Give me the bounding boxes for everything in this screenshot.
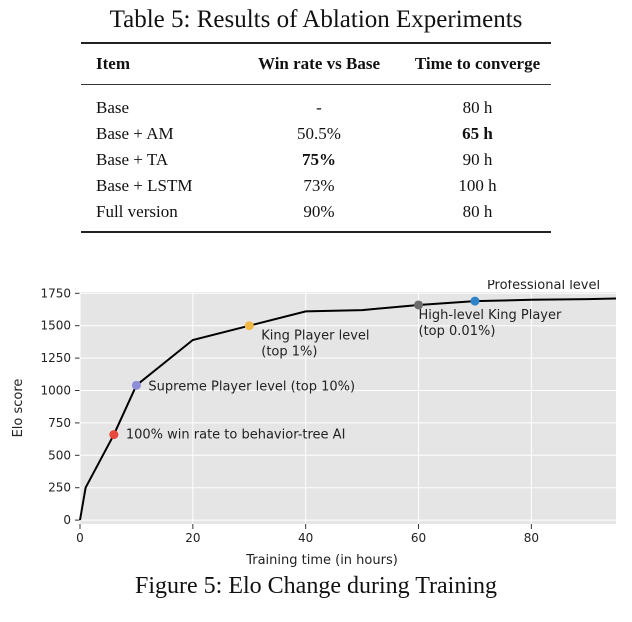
table-row: Base + AM 50.5% 65 h: [81, 121, 551, 147]
y-tick-label: 1500: [40, 319, 71, 333]
cell-win-rate: 75%: [302, 149, 336, 169]
milestone-point: [414, 300, 424, 310]
table-header-row: Item Win rate vs Base Time to converge: [81, 42, 551, 85]
column-header-win-rate: Win rate vs Base: [234, 42, 404, 85]
milestone-label: Professional level: [487, 280, 600, 293]
cell-time: 80 h: [404, 199, 551, 233]
cell-time: 100 h: [458, 175, 497, 195]
milestone-point: [244, 321, 254, 331]
y-tick-label: 250: [48, 481, 71, 495]
y-axis-label: Elo score: [11, 379, 26, 438]
cell-item: Base + TA: [96, 149, 169, 169]
x-tick-label: 0: [76, 531, 84, 545]
y-tick-label: 1250: [40, 351, 71, 365]
ablation-table: Item Win rate vs Base Time to converge B…: [81, 42, 551, 233]
milestone-label: King Player level: [261, 329, 369, 344]
elo-chart: 0 250 500 750 1000 1250 1500 1750 0 20 40 60 80 100% …: [11, 280, 617, 568]
plot-area: [80, 292, 616, 524]
x-tick-label: 20: [185, 531, 200, 545]
cell-item: Full version: [81, 199, 234, 233]
cell-win-rate: -: [316, 97, 322, 117]
milestone-point: [131, 380, 141, 390]
cell-win-rate: 73%: [303, 175, 335, 195]
milestone-label: Supreme Player level (top 10%): [148, 379, 355, 394]
cell-item: Base + LSTM: [96, 175, 193, 195]
table-row: Base + TA 75% 90 h: [81, 147, 551, 173]
column-header-item: Item: [81, 42, 234, 85]
y-tick-label: 500: [48, 448, 71, 462]
table-row: Base - 80 h: [81, 85, 551, 122]
x-tick-label: 80: [524, 531, 539, 545]
milestone-label: (top 0.01%): [419, 324, 496, 339]
x-tick-label: 60: [411, 531, 426, 545]
milestone-point: [109, 430, 119, 440]
cell-time: 65 h: [462, 123, 493, 143]
figure-caption: Figure 5: Elo Change during Training: [135, 573, 497, 599]
x-axis-label: Training time (in hours): [245, 553, 398, 568]
milestone-label: High-level King Player: [419, 308, 562, 323]
milestone-label: 100% win rate to behavior-tree AI: [126, 428, 346, 443]
table-row: Full version 90% 80 h: [81, 199, 551, 233]
cell-item: Base: [96, 97, 130, 117]
y-tick-label: 750: [48, 416, 71, 430]
table-row: Base + LSTM 73% 100 h: [81, 173, 551, 199]
milestone-point: [470, 296, 480, 306]
milestone-label: (top 1%): [261, 345, 317, 360]
column-header-time: Time to converge: [404, 42, 551, 85]
table-caption: Table 5: Results of Ablation Experiments: [109, 6, 523, 33]
cell-win-rate: 90%: [234, 199, 404, 233]
cell-win-rate: 50.5%: [297, 123, 341, 143]
y-tick-label: 0: [63, 513, 71, 527]
cell-time: 80 h: [462, 97, 493, 117]
x-tick-label: 40: [298, 531, 313, 545]
y-tick-label: 1000: [40, 384, 71, 398]
cell-item: Base + AM: [96, 123, 174, 143]
y-tick-label: 1750: [40, 286, 71, 300]
cell-time: 90 h: [462, 149, 493, 169]
